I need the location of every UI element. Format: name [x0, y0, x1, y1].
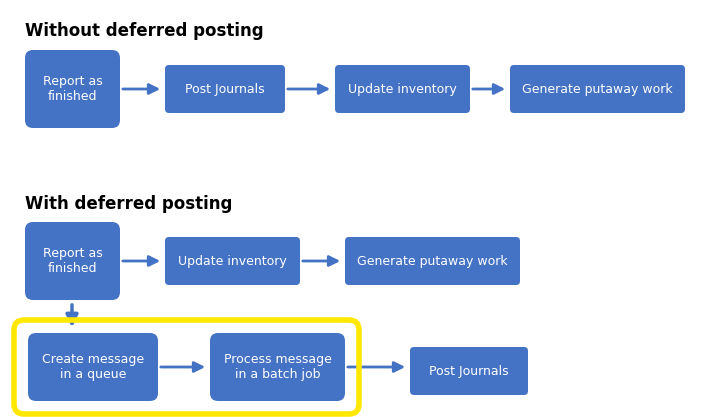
Text: Post Journals: Post Journals — [185, 83, 265, 95]
FancyBboxPatch shape — [510, 65, 685, 113]
Text: Update inventory: Update inventory — [348, 83, 457, 95]
Text: Report as
finished: Report as finished — [42, 75, 102, 103]
Text: Update inventory: Update inventory — [178, 254, 287, 267]
FancyBboxPatch shape — [165, 65, 285, 113]
Text: Generate putaway work: Generate putaway work — [522, 83, 672, 95]
FancyBboxPatch shape — [165, 237, 300, 285]
Text: Report as
finished: Report as finished — [42, 247, 102, 275]
Text: Process message
in a batch job: Process message in a batch job — [224, 353, 331, 381]
Text: Generate putaway work: Generate putaway work — [357, 254, 508, 267]
Text: Without deferred posting: Without deferred posting — [25, 22, 264, 40]
FancyBboxPatch shape — [410, 347, 528, 395]
FancyBboxPatch shape — [345, 237, 520, 285]
FancyBboxPatch shape — [335, 65, 470, 113]
Text: Create message
in a queue: Create message in a queue — [42, 353, 144, 381]
FancyBboxPatch shape — [28, 333, 158, 401]
Text: Post Journals: Post Journals — [429, 364, 509, 377]
Text: With deferred posting: With deferred posting — [25, 195, 233, 213]
FancyBboxPatch shape — [25, 222, 120, 300]
FancyBboxPatch shape — [210, 333, 345, 401]
FancyBboxPatch shape — [25, 50, 120, 128]
